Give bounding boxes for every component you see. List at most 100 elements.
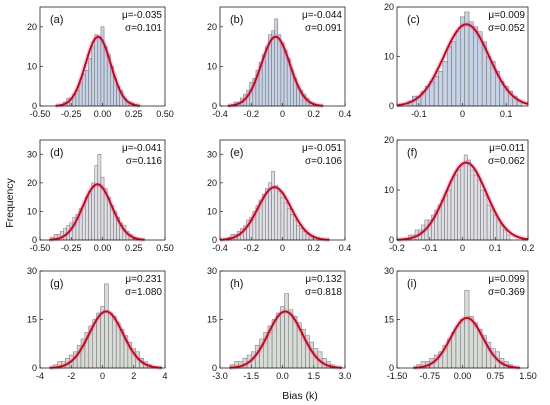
histogram-bar: [97, 154, 102, 241]
histogram-bar: [464, 290, 470, 369]
y-tick-label: 0: [389, 363, 394, 373]
x-tick-label: 0.00: [454, 371, 472, 381]
histogram-bar: [91, 46, 95, 107]
y-tick-label: 30: [207, 266, 217, 276]
sigma-annotation: σ=0.101: [125, 23, 162, 34]
histogram-bar: [283, 202, 288, 241]
histogram-bar: [94, 34, 99, 107]
fit-curve: [396, 161, 529, 241]
histogram-bar: [473, 174, 478, 241]
y-tick-label: 30: [207, 149, 217, 159]
histogram-bar: [444, 194, 449, 241]
histogram-bar: [460, 16, 465, 107]
fit-curve: [227, 35, 324, 107]
histogram-bar: [483, 194, 488, 241]
mu-annotation: μ=-0.044: [302, 10, 342, 21]
histogram-bar: [286, 208, 291, 241]
x-tick-label: -4: [36, 371, 44, 381]
x-tick-label: -0.1: [411, 109, 427, 119]
panel-label: (b): [230, 14, 243, 26]
y-tick-label: 0: [212, 363, 217, 373]
histogram-bar: [446, 46, 452, 107]
histogram-bar: [470, 169, 475, 241]
x-tick-label: 0.4: [339, 243, 352, 253]
x-axis-title: Bias (k): [282, 390, 318, 402]
histogram-bar: [455, 31, 461, 107]
histogram-bar: [451, 41, 457, 107]
x-tick-label: -0.25: [61, 109, 82, 119]
panel-label: (c): [407, 14, 420, 26]
sigma-annotation: σ=0.091: [305, 23, 342, 34]
panel-label: (a): [50, 14, 63, 26]
histogram-bar: [506, 234, 511, 241]
histogram-bar: [450, 179, 455, 241]
x-tick-label: 0: [100, 371, 105, 381]
sigma-annotation: σ=0.116: [126, 156, 163, 167]
y-tick-label: 10: [384, 185, 394, 195]
y-tick-label: 0: [32, 235, 37, 245]
fit-curve: [49, 310, 162, 369]
x-tick-label: -1.5: [243, 371, 259, 381]
histogram-bar: [457, 169, 462, 241]
x-tick-label: 0.50: [156, 243, 174, 253]
x-tick-label: 0.50: [156, 109, 174, 119]
y-tick-label: 10: [27, 61, 37, 71]
panel-label: (f): [407, 147, 417, 159]
x-tick-label: 4: [162, 371, 167, 381]
histogram-bar: [454, 174, 458, 241]
x-tick-label: -1.50: [387, 371, 408, 381]
x-tick-label: 0: [280, 243, 285, 253]
histogram-bar: [104, 283, 109, 369]
x-tick-label: 1.50: [519, 371, 537, 381]
histogram-bar: [280, 196, 285, 241]
y-tick-label: 15: [207, 315, 217, 325]
histogram-bar: [433, 76, 439, 107]
y-tick-label: 10: [384, 52, 394, 62]
x-tick-label: 0: [280, 109, 285, 119]
panel-label: (i): [407, 278, 417, 290]
x-tick-label: 1.5: [307, 371, 320, 381]
y-tick-label: 20: [27, 22, 37, 32]
x-tick-label: -0.50: [30, 243, 51, 253]
panel-label: (g): [50, 278, 63, 290]
panel-label: (d): [50, 147, 63, 159]
y-tick-label: 0: [389, 235, 394, 245]
y-tick-label: 20: [27, 178, 37, 188]
y-tick-label: 30: [27, 149, 37, 159]
y-tick-label: 15: [27, 315, 37, 325]
fit-curve: [413, 316, 520, 369]
y-tick-label: 30: [27, 266, 37, 276]
histogram-bar: [97, 38, 102, 107]
x-tick-label: 3.0: [339, 371, 352, 381]
x-tick-label: -0.50: [30, 109, 51, 119]
histogram-bar: [468, 21, 474, 107]
histogram-bar: [460, 319, 465, 369]
histogram-bar: [88, 58, 92, 107]
histogram-bar: [274, 18, 279, 107]
y-tick-label: 15: [384, 315, 394, 325]
histogram-bar: [296, 225, 300, 241]
histogram-bar: [490, 209, 494, 241]
histogram-bar: [293, 219, 297, 241]
y-tick-label: 0: [32, 363, 37, 373]
sigma-annotation: σ=0.369: [488, 287, 525, 298]
mu-annotation: μ=0.132: [305, 274, 342, 285]
histogram-bar: [277, 191, 282, 241]
x-tick-label: 0.4: [339, 109, 352, 119]
x-tick-label: -0.1: [422, 243, 438, 253]
y-tick-label: 0: [32, 101, 37, 111]
y-tick-label: 0: [389, 101, 394, 111]
panel-c: -0.1 0 0.1 0 10 20 (c) μ=0.009 σ=0.052: [384, 2, 529, 119]
sigma-annotation: σ=0.106: [305, 156, 342, 167]
y-tick-label: 0: [212, 235, 217, 245]
y-tick-label: 0: [212, 101, 217, 111]
x-tick-label: 0.75: [486, 371, 504, 381]
mu-annotation: μ=0.009: [488, 10, 525, 21]
sigma-annotation: σ=0.818: [305, 287, 342, 298]
histogram-bar: [455, 325, 461, 369]
x-tick-label: 0.25: [125, 243, 143, 253]
x-tick-label: -0.2: [243, 109, 259, 119]
panel-a: -0.50 -0.25 0.00 0.25 0.50 0 10 20 (a) μ=-0.035 σ=…: [27, 6, 174, 119]
mu-annotation: μ=-0.041: [122, 143, 162, 154]
histogram-bar: [274, 185, 279, 241]
